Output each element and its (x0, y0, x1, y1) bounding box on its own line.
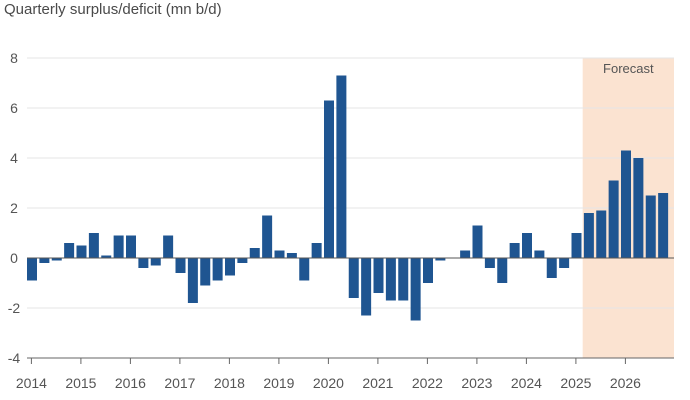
bar (138, 258, 149, 268)
bar (237, 258, 248, 263)
bar (324, 100, 334, 258)
bar (559, 258, 570, 268)
bar (534, 250, 545, 258)
bar (212, 258, 223, 281)
bar (27, 258, 37, 281)
y-tick-label: 8 (10, 50, 18, 66)
bar (64, 243, 75, 258)
x-tick-label: 2023 (461, 375, 492, 391)
y-axis: 8 6 4 2 0 -2 -4 (8, 50, 21, 366)
y-tick-label: 2 (10, 200, 18, 216)
x-tick-label: 2020 (313, 375, 344, 391)
bar (596, 210, 607, 258)
bar (472, 225, 483, 258)
bar (522, 233, 532, 258)
bar (348, 258, 359, 298)
bar (39, 258, 50, 263)
bar (423, 258, 433, 283)
bar (410, 258, 421, 321)
bar (126, 235, 136, 258)
y-tick-label: 4 (10, 150, 18, 166)
bar (373, 258, 384, 293)
bar (497, 258, 508, 283)
bar (546, 258, 557, 278)
bar (225, 258, 235, 276)
y-tick-label: -2 (8, 300, 21, 316)
bars (27, 75, 669, 321)
bar (336, 75, 347, 258)
x-tick-label: 2025 (560, 375, 591, 391)
bar (249, 248, 260, 258)
bar (163, 235, 174, 258)
bar (150, 258, 161, 266)
bar (460, 250, 471, 258)
bar (286, 253, 297, 258)
bar (645, 195, 656, 258)
bar (113, 235, 124, 258)
x-tick-label: 2022 (412, 375, 443, 391)
forecast-label: Forecast (603, 61, 654, 76)
x-tick-label: 2015 (65, 375, 96, 391)
x-tick-label: 2014 (16, 375, 47, 391)
bar (398, 258, 409, 301)
bar (101, 255, 112, 258)
chart-title: Quarterly surplus/deficit (mn b/d) (4, 1, 222, 18)
bar (274, 250, 285, 258)
bar (583, 213, 594, 258)
bar (299, 258, 310, 281)
bar (385, 258, 396, 301)
bar (435, 258, 446, 261)
x-axis: 2014 2015 2016 2017 2018 2019 2020 2021 2022 2023… (16, 357, 674, 391)
x-tick-label: 2017 (164, 375, 195, 391)
bar (484, 258, 495, 268)
bar (361, 258, 372, 316)
gridlines (27, 57, 674, 359)
bar (311, 243, 322, 258)
bar (187, 258, 198, 303)
bar (509, 243, 520, 258)
bar (200, 258, 211, 286)
x-tick-label: 2016 (115, 375, 146, 391)
x-tick-label: 2019 (263, 375, 294, 391)
x-tick-label: 2021 (362, 375, 393, 391)
y-tick-label: -4 (8, 350, 21, 366)
bar (175, 258, 186, 273)
x-tick-label: 2026 (610, 375, 641, 391)
bar (51, 258, 62, 261)
bar (633, 158, 644, 258)
bar (621, 150, 631, 258)
bar (262, 215, 273, 258)
bar (608, 180, 619, 258)
x-tick-label: 2018 (214, 375, 245, 391)
bar (76, 245, 87, 258)
y-tick-label: 0 (10, 250, 18, 266)
bar (88, 233, 99, 258)
bar (571, 233, 582, 258)
x-tick-label: 2024 (511, 375, 542, 391)
bar (658, 193, 669, 258)
y-tick-label: 6 (10, 100, 18, 116)
